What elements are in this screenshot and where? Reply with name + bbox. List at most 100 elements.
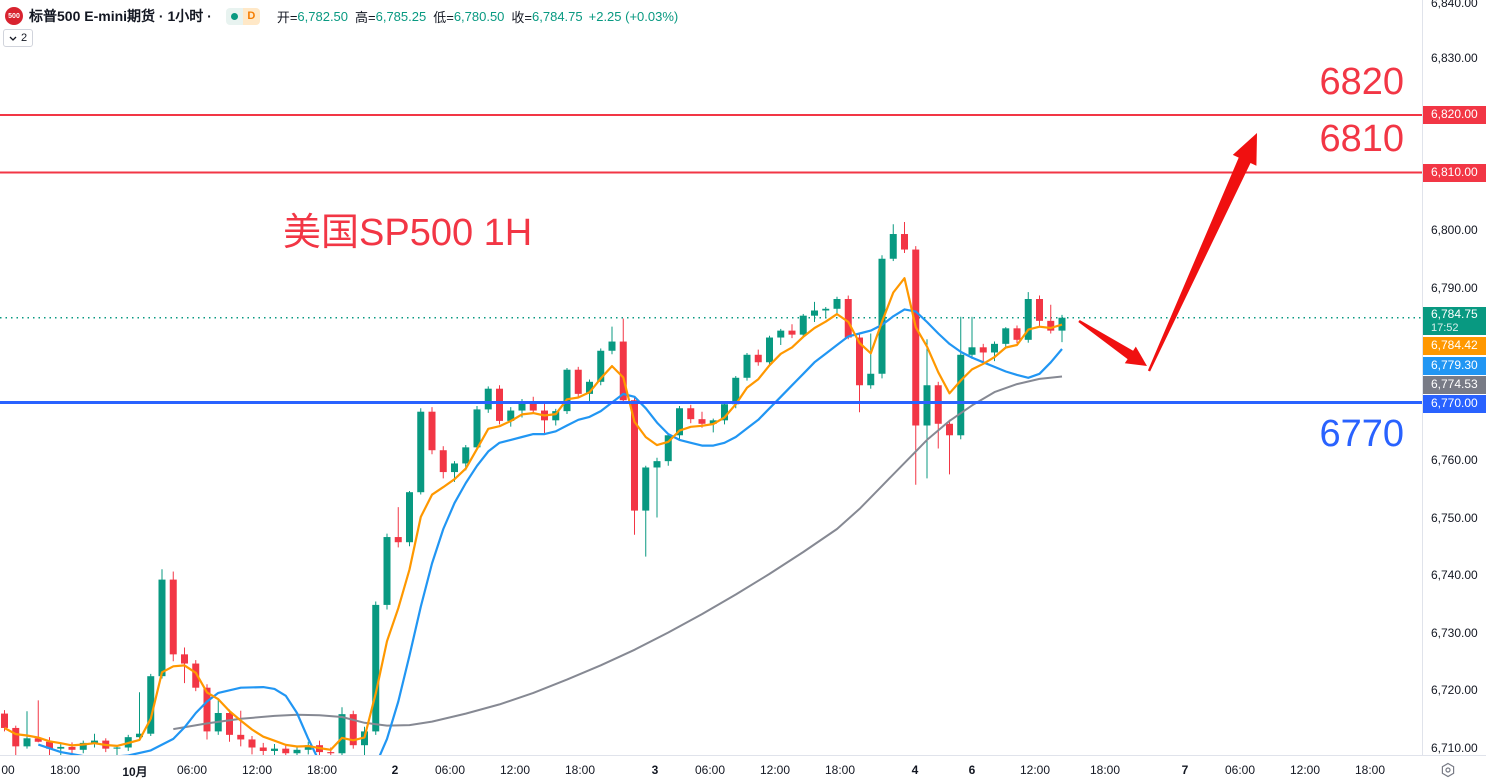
time-label-hour: 12:00 <box>1289 763 1321 777</box>
time-label-hour: 06:00 <box>434 763 466 777</box>
candle-body <box>68 746 76 750</box>
candle-body <box>462 447 470 464</box>
candle-body <box>237 734 245 740</box>
candle-body <box>901 234 908 250</box>
symbol-title[interactable]: 标普500 E-mini期货 · 1小时 · <box>29 8 212 24</box>
price-axis[interactable]: 6,840.00 6,830.00 6,800.00 6,790.00 6,760.00… <box>1422 0 1486 755</box>
candle-body <box>664 435 672 462</box>
candle-body <box>428 411 436 451</box>
pullback-arrow[interactable] <box>1078 320 1147 366</box>
daily-timeframe-badge[interactable]: D <box>242 7 260 25</box>
candle-body <box>192 663 200 688</box>
candle-body <box>484 388 492 410</box>
candle-body <box>574 369 582 394</box>
candle-body <box>631 400 638 511</box>
candle-body <box>608 341 616 351</box>
time-label-day: 4 <box>911 763 919 777</box>
candle-body <box>856 337 863 386</box>
candlestick-chart[interactable] <box>0 0 1422 755</box>
price-badge: 6,770.00 <box>1423 395 1486 413</box>
candle-body <box>597 350 605 382</box>
candle-body <box>833 299 841 309</box>
time-label-hour: 12:00 <box>1019 763 1051 777</box>
fast-ma-line[interactable] <box>3 277 1063 751</box>
axis-settings-gear-icon[interactable] <box>1440 762 1456 778</box>
slow-ma-line[interactable] <box>173 375 1063 731</box>
candle-body <box>23 738 31 747</box>
candle-body <box>349 714 357 746</box>
candle-body <box>34 738 42 742</box>
low-value: 6,780.50 <box>453 8 505 24</box>
indicator-collapse-chip[interactable]: 2 <box>3 29 34 47</box>
price-badge: 6,774.53 <box>1423 376 1486 394</box>
candle-body <box>113 747 121 749</box>
symbol-header: 500 标普500 E-mini期货 · 1小时 · D 开= 6,782.50 … <box>5 6 678 26</box>
rally-arrow[interactable] <box>1147 133 1257 372</box>
candle-body <box>46 741 53 749</box>
candle-body <box>507 410 515 421</box>
time-label-hour: 18:00 <box>1089 763 1121 777</box>
high-value: 6,785.25 <box>375 8 427 24</box>
candle-body <box>1013 328 1021 340</box>
candle-body <box>563 369 571 412</box>
candle-body <box>552 411 560 421</box>
chart-plot-area[interactable]: 美国SP500 1H 6820 6810 6770 500 标普500 E-mi… <box>0 0 1422 755</box>
candle-body <box>754 354 762 363</box>
candle-body <box>496 388 503 421</box>
time-label-hour: 18:00 <box>564 763 596 777</box>
price-tick-label: 6,800.00 <box>1431 223 1478 237</box>
candle-body <box>158 579 166 677</box>
candle-body <box>889 234 897 259</box>
time-label-hour: 06:00 <box>694 763 726 777</box>
price-tick-label: 6,760.00 <box>1431 453 1478 467</box>
candle-body <box>867 373 875 386</box>
candle-body <box>327 752 335 754</box>
candle-body <box>676 408 683 436</box>
price-tick-label: 6,790.00 <box>1431 280 1478 295</box>
price-tick-label: 6,830.00 <box>1431 50 1478 65</box>
time-label-hour: 18:00 <box>306 763 338 777</box>
time-label-hour: 00 <box>1 763 15 777</box>
candle-body <box>844 299 852 338</box>
candle-body <box>259 747 267 751</box>
time-label-day: 10月 <box>122 765 148 779</box>
chart-annotation-title[interactable]: 美国SP500 1H <box>283 212 533 254</box>
time-label-hour: 18:00 <box>824 763 856 777</box>
ohlc-readout: 开= 6,782.50 高= 6,785.25 低= 6,780.50 收= 6,784… <box>270 7 678 26</box>
candle-body <box>226 713 233 735</box>
mid-ma-line[interactable] <box>37 308 1063 755</box>
candle-body <box>169 579 177 655</box>
close-value: 6,784.75 <box>532 8 583 24</box>
chip-count: 2 <box>21 32 28 44</box>
price-badge: 6,820.00 <box>1423 106 1486 124</box>
candle-body <box>788 330 796 335</box>
candle-body <box>338 714 346 754</box>
high-label: 高= <box>355 9 376 25</box>
candle-body <box>439 450 447 473</box>
candle-body <box>709 420 717 424</box>
candle-body <box>991 343 998 353</box>
candle-body <box>383 537 391 605</box>
level-6770-label[interactable]: 6770 <box>1319 413 1404 455</box>
candle-body <box>777 330 785 338</box>
candle-body <box>653 461 661 468</box>
symbol-logo-icon[interactable]: 500 <box>5 7 23 25</box>
close-label: 收= <box>511 9 533 25</box>
level-6820-label[interactable]: 6820 <box>1319 61 1404 103</box>
candle-body <box>743 354 751 378</box>
candle-body <box>282 748 290 754</box>
candle-body <box>586 381 593 394</box>
time-label-hour: 18:00 <box>1354 763 1386 777</box>
candle-body <box>304 745 312 750</box>
level-6810-label[interactable]: 6810 <box>1319 118 1404 160</box>
candle-body <box>1036 299 1043 321</box>
time-label-day: 3 <box>651 763 659 777</box>
price-tick-label: 6,750.00 <box>1431 510 1478 525</box>
time-axis[interactable]: 00 18:00 10月 06:00 12:00 18:00 2 06:00 12:00 18:0… <box>0 755 1486 783</box>
candle-body <box>1058 317 1066 331</box>
candle-body <box>822 308 830 311</box>
candle-body <box>473 409 481 448</box>
candle-body <box>957 354 965 436</box>
candle-body <box>529 401 537 411</box>
candle-body <box>698 419 706 424</box>
